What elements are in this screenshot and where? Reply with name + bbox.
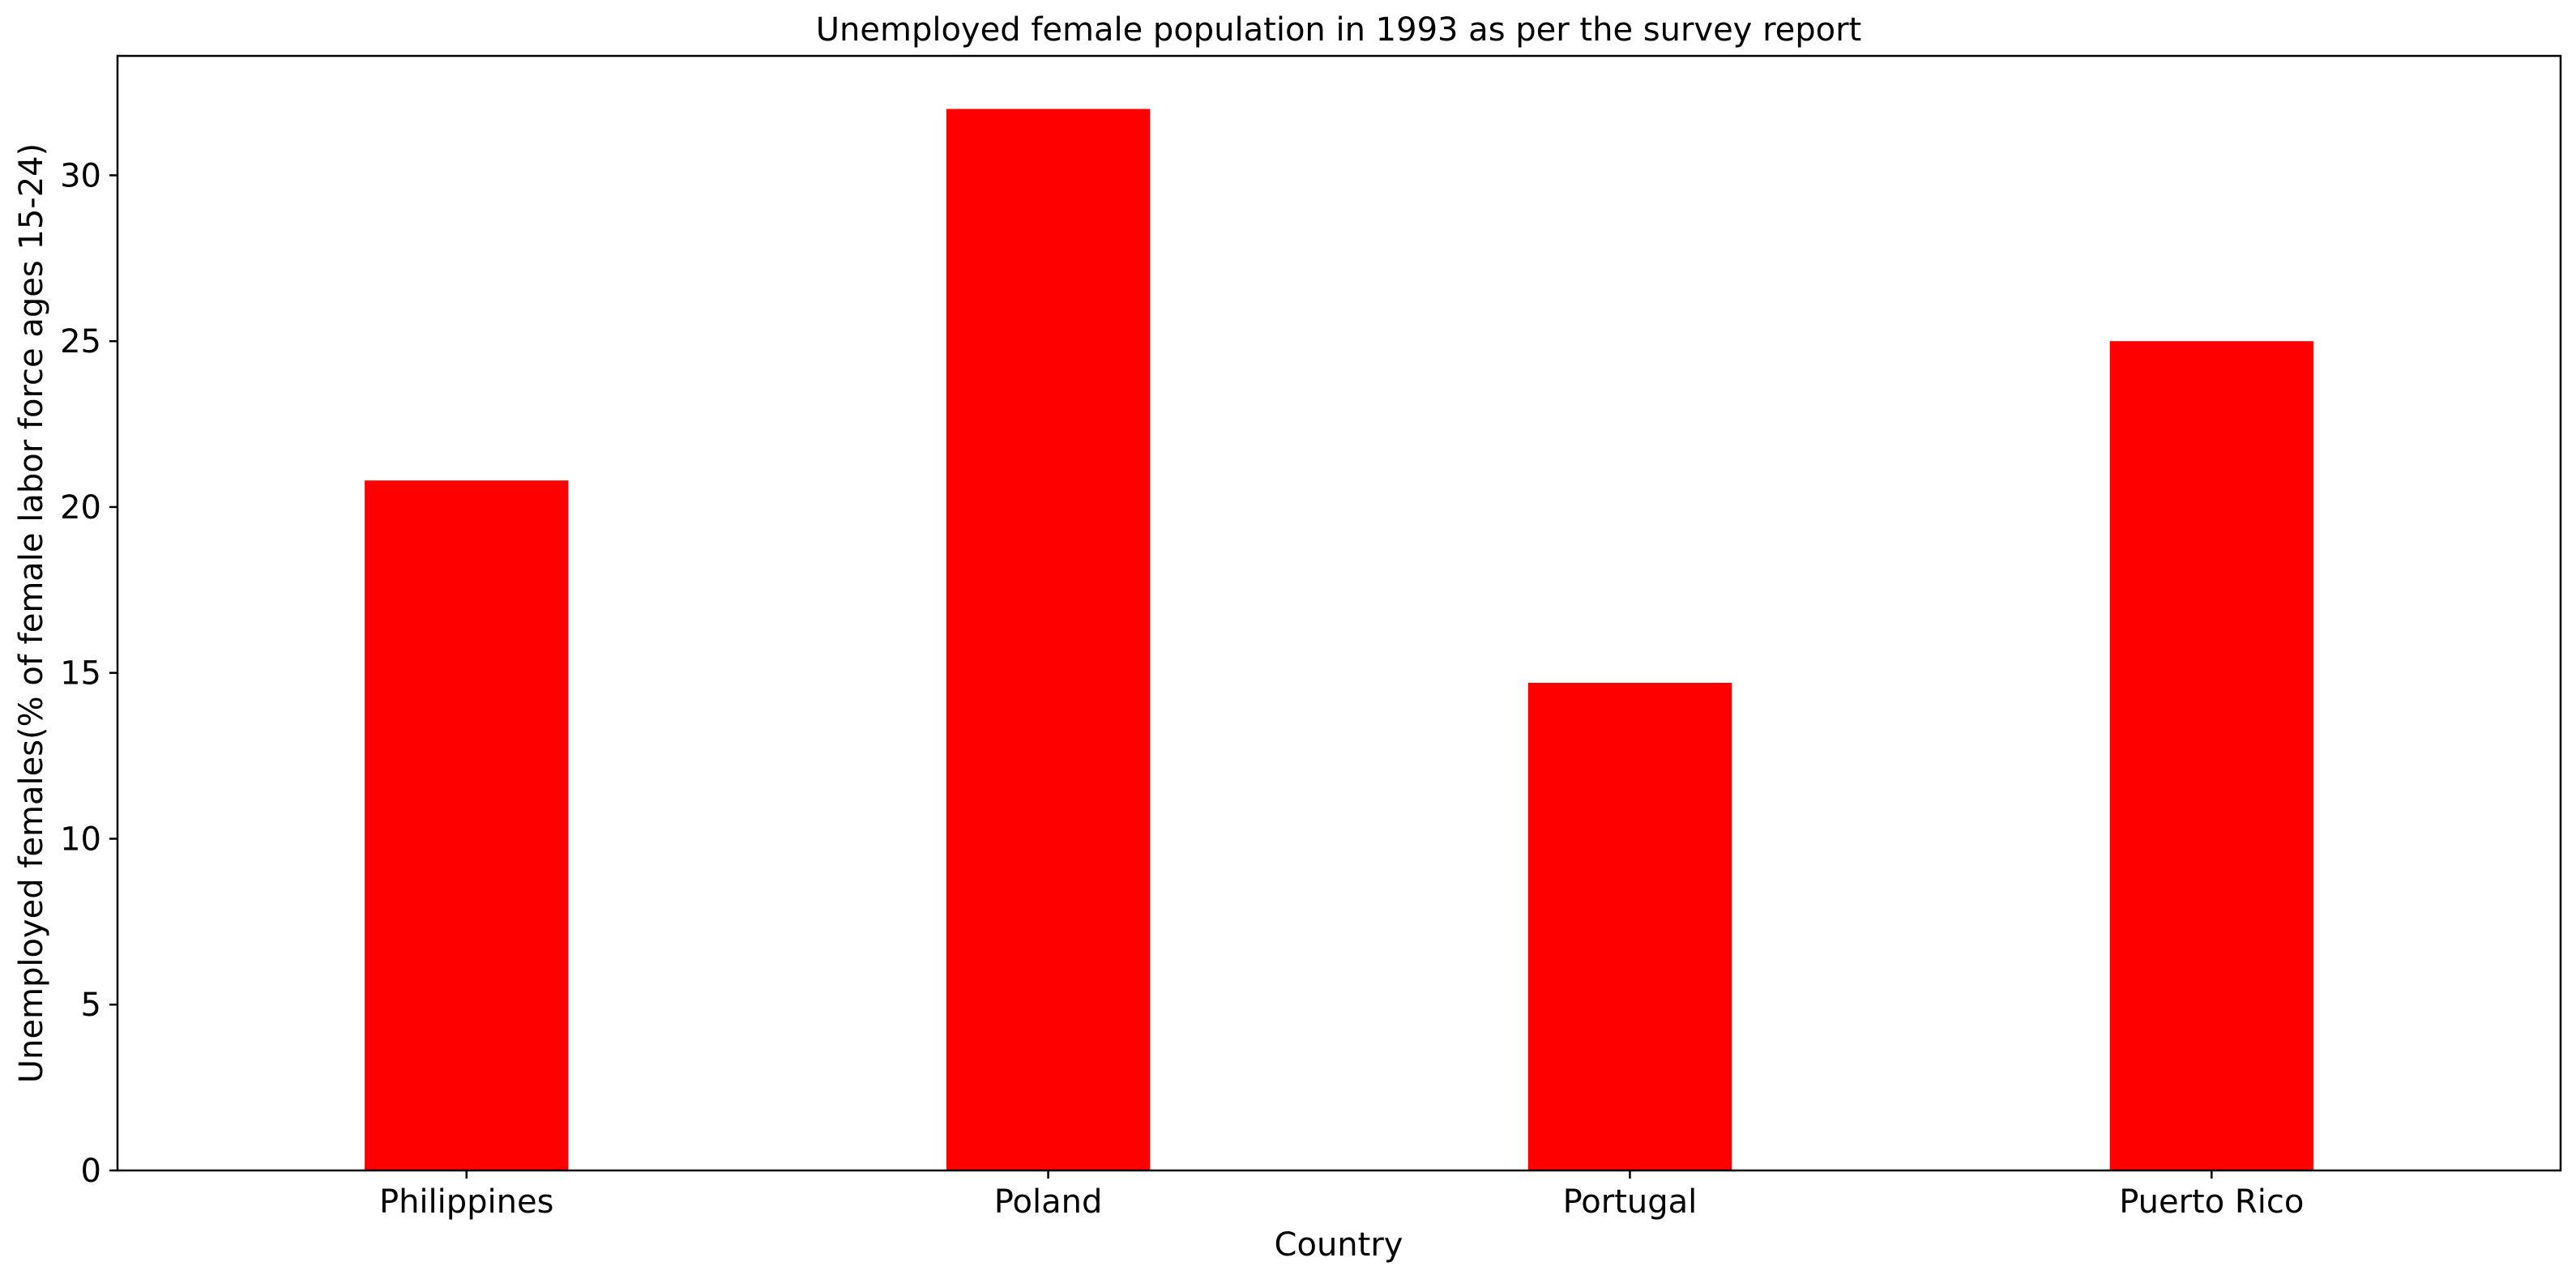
x-tick-label: Poland	[994, 1183, 1103, 1221]
plot-frame	[116, 54, 2562, 1172]
y-axis-ticks: 0 5 10 15 20 25 30	[60, 157, 117, 1190]
bar-portugal	[1527, 683, 1732, 1170]
x-tick-label: Philippines	[379, 1183, 554, 1221]
bar-poland	[946, 109, 1151, 1170]
x-tick-label: Portugal	[1563, 1183, 1698, 1221]
y-tick-label: 10	[60, 821, 101, 858]
x-axis-label: Country	[1275, 1226, 1403, 1264]
y-axis-label: Unemployed females(% of female labor for…	[13, 143, 50, 1084]
y-tick-label: 20	[60, 489, 101, 527]
bar-philippines	[365, 480, 569, 1170]
chart-title: Unemployed female population in 1993 as …	[816, 11, 1862, 49]
y-tick-label: 30	[60, 157, 101, 194]
bar-puerto-rico	[2109, 341, 2313, 1170]
y-tick-label: 25	[60, 323, 101, 360]
x-tick-label: Puerto Rico	[2119, 1183, 2304, 1221]
x-axis-ticks: Philippines Poland Portugal Puerto Rico	[379, 1170, 2304, 1221]
bars-group	[365, 109, 2313, 1170]
y-tick-label: 5	[81, 987, 101, 1024]
y-tick-label: 15	[60, 655, 101, 693]
y-tick-label: 0	[81, 1153, 101, 1190]
